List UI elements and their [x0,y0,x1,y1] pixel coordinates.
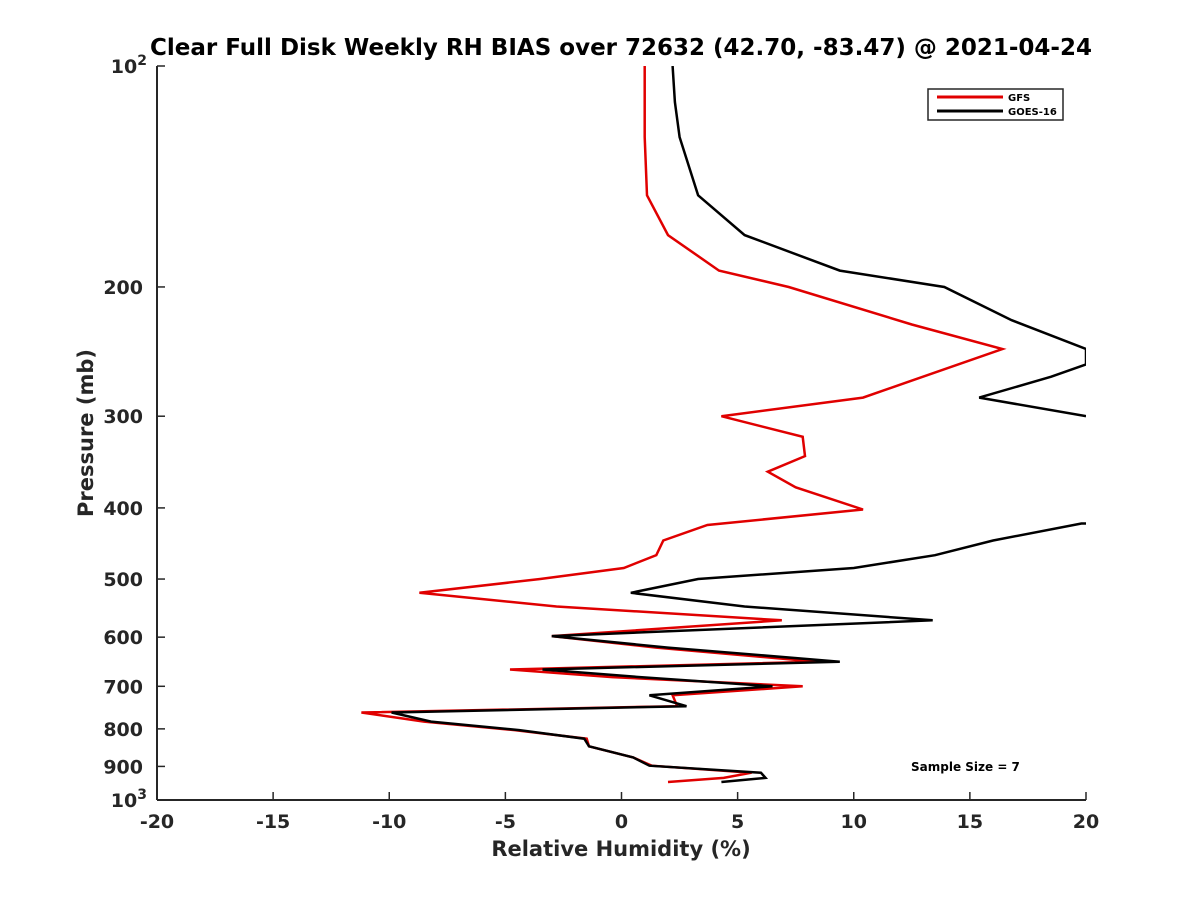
x-tick-label: 10 [841,811,867,833]
y-tick-label: 800 [103,719,143,741]
y-tick-label: 600 [103,627,143,649]
legend-label-goes16: GOES-16 [1008,107,1057,118]
y-tick-label: 102 [111,53,147,78]
x-tick-label: 0 [615,811,628,833]
y-tick-label: 300 [103,406,143,428]
x-axis-label: Relative Humidity (%) [491,837,750,861]
x-tick-label: -5 [495,811,516,833]
x-tick-label: -20 [140,811,174,833]
y-ticks: 102 200 300 400 500 600 700 800 900 103 [103,53,165,812]
y-tick-label: 400 [103,498,143,520]
x-tick-label: 15 [957,811,983,833]
x-tick-label: -15 [256,811,290,833]
y-tick-label: 900 [103,756,143,778]
legend: GFS GOES-16 [927,88,1064,121]
x-tick-label: 5 [731,811,744,833]
y-tick-label: 700 [103,676,143,698]
legend-label-gfs: GFS [1008,93,1030,104]
series-layer [361,66,1086,784]
legend-box [927,88,1064,121]
x-ticks: -20 -15 -10 -5 0 5 10 15 20 [140,792,1099,833]
sample-size-annotation: Sample Size = 7 [911,760,1020,774]
y-tick-label: 500 [103,569,143,591]
series-line-goes16 [391,66,1086,784]
chart-title: Clear Full Disk Weekly RH BIAS over 7263… [150,35,1092,61]
x-tick-label: -10 [372,811,406,833]
y-axis-label: Pressure (mb) [74,349,98,517]
y-tick-label: 200 [103,277,143,299]
y-tick-label: 103 [111,787,147,812]
x-tick-label: 20 [1073,811,1099,833]
